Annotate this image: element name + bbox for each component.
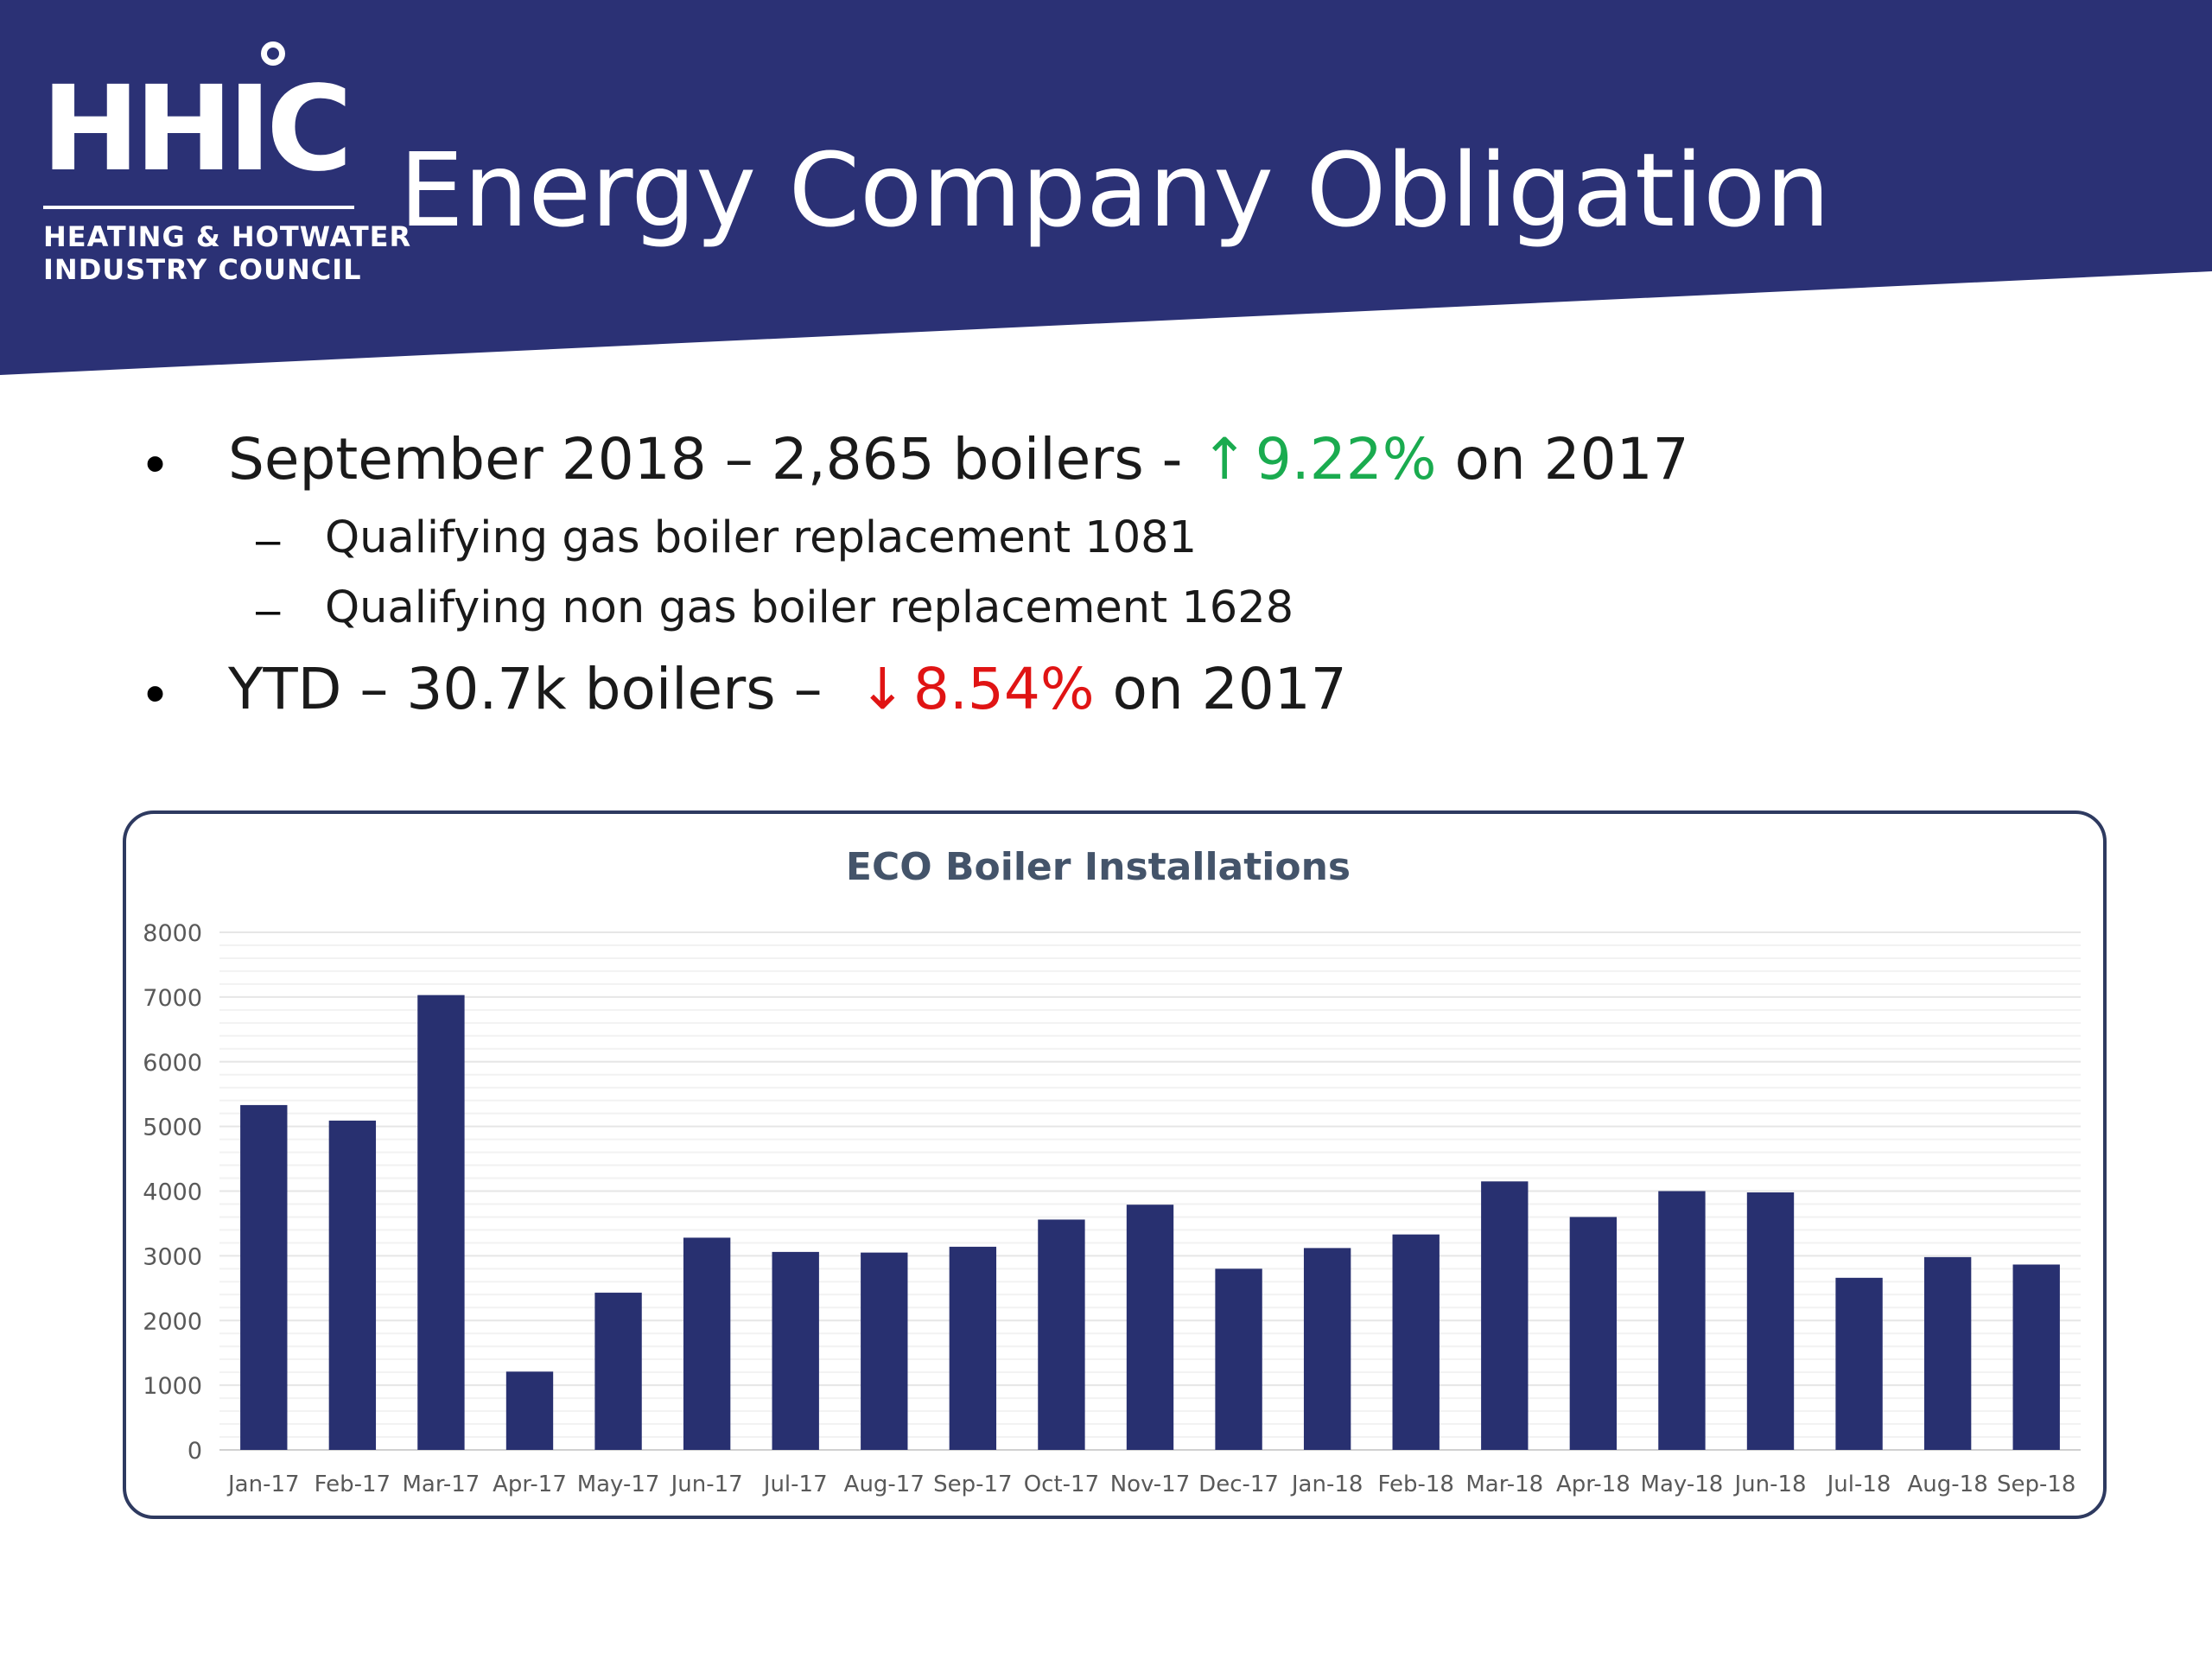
x-tick-label: Jul-17	[762, 1471, 828, 1497]
bar	[861, 1252, 908, 1450]
bar	[1569, 1217, 1618, 1450]
hhic-logo: HHIC HEATING & HOTWATER INDUSTRY COUNCIL	[41, 35, 410, 286]
x-tick-label: Sep-17	[933, 1471, 1012, 1497]
x-tick-label: Feb-17	[315, 1471, 391, 1497]
bar	[417, 995, 465, 1450]
bullet-ytd: YTD – 30.7k boilers – ↓ 8.54% on 2017	[228, 655, 1347, 724]
y-tick-label: 3000	[143, 1243, 202, 1270]
x-tick-label: Aug-17	[844, 1471, 925, 1497]
bar	[1835, 1277, 1883, 1450]
x-tick-label: Oct-17	[1024, 1471, 1099, 1497]
bar	[1923, 1256, 1972, 1450]
chart-title: ECO Boiler Installations	[846, 845, 1351, 889]
y-tick-label: 5000	[143, 1115, 202, 1141]
bullet-text: YTD – 30.7k boilers –	[228, 656, 859, 722]
bullet-marker: •	[145, 431, 166, 495]
y-tick-label: 4000	[143, 1179, 202, 1206]
logo-mark: HHIC	[41, 61, 353, 198]
x-tick-label: Jan-17	[226, 1471, 300, 1497]
change-positive: 9.22%	[1255, 426, 1437, 493]
x-tick-label: Jun-18	[1732, 1471, 1806, 1497]
x-tick-label: Jul-18	[1826, 1471, 1891, 1497]
eco-boiler-chart: ECO Boiler Installations 0 1000 2000 3000 400…	[143, 845, 2081, 1497]
bar	[772, 1251, 819, 1450]
chart-frame: ECO Boiler Installations 0 1000 2000 3000 400…	[123, 810, 2107, 1519]
sub-bullet-marker: –	[256, 515, 281, 564]
x-tick-label: Mar-17	[402, 1471, 480, 1497]
bar	[1658, 1191, 1706, 1450]
x-tick-label: Jan-18	[1290, 1471, 1363, 1497]
bullet-marker: •	[145, 661, 166, 725]
bullet-september-2018: September 2018 – 2,865 boilers - ↑ 9.22% …	[228, 425, 1689, 494]
logo-rule	[43, 206, 354, 209]
y-tick-label: 8000	[143, 920, 202, 947]
bullet-text-suffix: on 2017	[1094, 656, 1347, 722]
x-tick-label: May-17	[577, 1471, 660, 1497]
header-banner	[0, 0, 2212, 380]
bar	[505, 1371, 554, 1450]
y-tick-label: 2000	[143, 1308, 202, 1335]
x-tick-label: May-18	[1641, 1471, 1724, 1497]
bar	[2012, 1264, 2060, 1450]
x-tick-label: Aug-18	[1908, 1471, 1988, 1497]
x-tick-label: Mar-18	[1465, 1471, 1543, 1497]
x-tick-label: Sep-18	[1997, 1471, 2075, 1497]
banner-shape	[0, 0, 2212, 375]
y-tick-label: 1000	[143, 1373, 202, 1400]
bar	[240, 1104, 288, 1450]
logo-subtitle: HEATING & HOTWATER INDUSTRY COUNCIL	[43, 220, 412, 286]
bar	[328, 1120, 377, 1450]
bar	[1215, 1268, 1262, 1450]
bar	[1392, 1234, 1440, 1450]
sub-bullet-gas: Qualifying gas boiler replacement 1081	[325, 512, 1198, 563]
y-tick-label: 6000	[143, 1050, 202, 1077]
x-tick-label: Feb-18	[1377, 1471, 1454, 1497]
logo-ring	[261, 41, 285, 66]
bar	[594, 1293, 642, 1450]
page-title: Energy Company Obligation	[399, 130, 1831, 250]
change-negative: 8.54%	[912, 656, 1095, 722]
bar	[1038, 1219, 1085, 1450]
bullet-text-suffix: on 2017	[1436, 426, 1689, 493]
bullet-text: September 2018 – 2,865 boilers -	[228, 426, 1201, 493]
y-tick-label: 7000	[143, 985, 202, 1012]
arrow-down-icon: ↓	[858, 656, 906, 722]
bar	[1303, 1248, 1351, 1450]
x-tick-label: Apr-18	[1556, 1471, 1630, 1497]
x-tick-label: Jun-17	[670, 1471, 743, 1497]
x-tick-label: Nov-17	[1110, 1471, 1191, 1497]
sub-bullet-marker: –	[256, 585, 281, 634]
bar	[949, 1246, 997, 1450]
logo-subtitle-line2: INDUSTRY COUNCIL	[43, 253, 362, 286]
x-tick-label: Dec-17	[1198, 1471, 1279, 1497]
bar	[1746, 1192, 1795, 1450]
bar	[1481, 1181, 1529, 1450]
sub-bullet-non-gas: Qualifying non gas boiler replacement 16…	[325, 582, 1294, 633]
bar	[683, 1237, 731, 1450]
x-tick-label: Apr-17	[493, 1471, 567, 1497]
y-tick-label: 0	[188, 1438, 202, 1465]
bar	[1126, 1205, 1174, 1450]
logo-subtitle-line1: HEATING & HOTWATER	[43, 220, 412, 253]
arrow-up-icon: ↑	[1200, 426, 1249, 493]
